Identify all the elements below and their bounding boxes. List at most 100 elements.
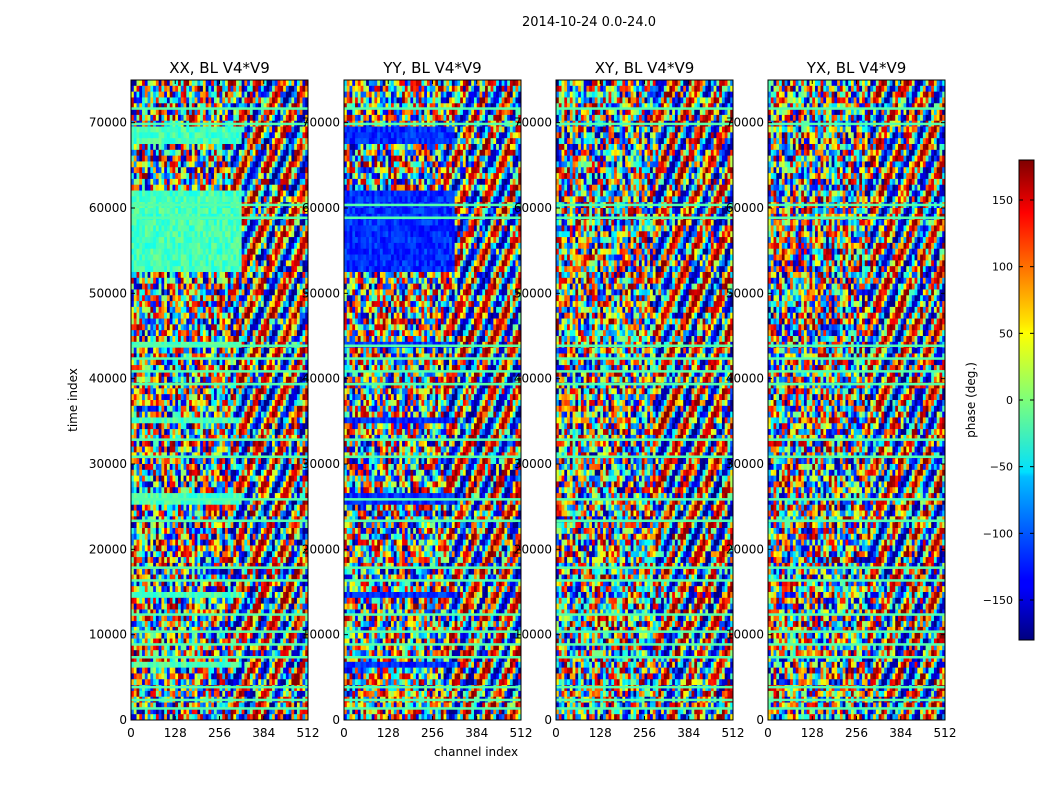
heatmap-cell xyxy=(222,411,226,418)
heatmap-cell xyxy=(277,114,281,122)
heatmap-cell xyxy=(291,126,295,133)
heatmap-cell xyxy=(269,370,273,378)
heatmap-cell xyxy=(155,481,160,488)
heatmap-cell xyxy=(277,208,281,215)
heatmap-cell xyxy=(258,196,262,203)
heatmap-cell xyxy=(299,429,303,436)
heatmap-cell xyxy=(194,475,198,482)
heatmap-cell xyxy=(252,126,256,133)
heatmap-cell xyxy=(272,295,276,302)
heatmap-cell xyxy=(288,411,292,418)
heatmap-cell xyxy=(241,481,245,488)
heatmap-cell xyxy=(249,475,254,482)
heatmap-cell xyxy=(296,440,301,447)
heatmap-cell xyxy=(238,510,243,517)
heatmap-cell xyxy=(144,365,148,372)
heatmap-cell xyxy=(249,272,254,279)
heatmap-cell xyxy=(285,429,290,436)
heatmap-cell xyxy=(296,196,301,203)
heatmap-cell xyxy=(244,231,248,238)
heatmap-cell xyxy=(222,464,226,471)
heatmap-cell xyxy=(294,324,298,331)
heatmap-cell xyxy=(233,359,237,366)
heatmap-cell xyxy=(169,219,173,226)
heatmap-cell xyxy=(211,266,215,273)
heatmap-cell xyxy=(189,475,193,482)
heatmap-cell xyxy=(208,295,212,302)
heatmap-cell xyxy=(272,528,276,535)
heatmap-cell xyxy=(155,359,160,366)
heatmap-cell xyxy=(294,516,298,523)
heatmap-cell xyxy=(172,208,176,215)
heatmap-cell xyxy=(285,394,290,401)
heatmap-cell xyxy=(299,376,303,383)
heatmap-cell xyxy=(255,132,259,139)
heatmap-cell xyxy=(241,423,245,430)
heatmap-cell xyxy=(225,434,229,442)
heatmap-cell xyxy=(150,493,154,500)
heatmap-cell xyxy=(241,440,245,447)
heatmap-cell xyxy=(230,103,234,110)
heatmap-cell xyxy=(191,80,196,87)
heatmap-cell xyxy=(131,178,135,186)
heatmap-cell xyxy=(158,318,162,325)
heatmap-cell xyxy=(255,481,259,488)
heatmap-cell xyxy=(269,423,273,430)
heatmap-cell xyxy=(277,446,281,453)
heatmap-cell xyxy=(255,318,259,325)
heatmap-cell xyxy=(131,405,135,413)
heatmap-cell xyxy=(158,85,162,93)
heatmap-cell xyxy=(164,481,168,488)
heatmap-cell xyxy=(283,394,287,401)
heatmap-cell xyxy=(222,219,226,226)
heatmap-cell xyxy=(150,330,154,337)
heatmap-cell xyxy=(189,458,193,465)
heatmap-cell xyxy=(186,219,190,226)
heatmap-cell xyxy=(186,516,190,523)
heatmap-cell xyxy=(233,370,237,378)
heatmap-cell xyxy=(266,254,270,261)
heatmap-cell xyxy=(263,330,267,337)
heatmap-cell xyxy=(153,347,157,354)
heatmap-cell xyxy=(153,277,157,285)
heatmap-cell xyxy=(158,219,162,226)
heatmap-cell xyxy=(225,301,229,308)
heatmap-cell xyxy=(136,452,140,459)
heatmap-cell xyxy=(249,144,254,151)
heatmap-cell xyxy=(269,365,273,372)
heatmap-cell xyxy=(158,330,162,337)
heatmap-cell xyxy=(296,504,301,511)
heatmap-cell xyxy=(291,80,295,87)
heatmap-cell xyxy=(147,231,151,238)
heatmap-cell xyxy=(247,155,251,162)
heatmap-cell xyxy=(133,475,137,482)
heatmap-cell xyxy=(202,80,207,87)
heatmap-cell xyxy=(202,173,207,180)
heatmap-cell xyxy=(219,504,223,511)
heatmap-cell xyxy=(296,167,301,174)
heatmap-cell xyxy=(260,161,265,168)
heatmap-cell xyxy=(147,149,151,157)
heatmap-cell xyxy=(189,272,193,279)
heatmap-cell xyxy=(213,318,218,325)
heatmap-cell xyxy=(161,498,165,506)
heatmap-cell xyxy=(280,283,284,290)
heatmap-cell xyxy=(280,138,284,145)
heatmap-cell xyxy=(260,504,265,511)
heatmap-cell xyxy=(227,522,231,529)
heatmap-cell xyxy=(236,242,240,250)
heatmap-cell xyxy=(144,208,148,215)
heatmap-cell xyxy=(164,330,168,337)
heatmap-cell xyxy=(236,504,240,511)
heatmap-cell xyxy=(158,493,162,500)
heatmap-cell xyxy=(194,504,198,511)
heatmap-cell xyxy=(274,434,278,442)
heatmap-cell xyxy=(158,272,162,279)
heatmap-cell xyxy=(272,446,276,453)
heatmap-cell xyxy=(164,493,168,500)
heatmap-cell xyxy=(244,149,248,157)
heatmap-cell xyxy=(249,469,254,477)
heatmap-cell xyxy=(230,254,234,261)
heatmap-cell xyxy=(180,452,184,459)
heatmap-cell xyxy=(205,376,209,383)
